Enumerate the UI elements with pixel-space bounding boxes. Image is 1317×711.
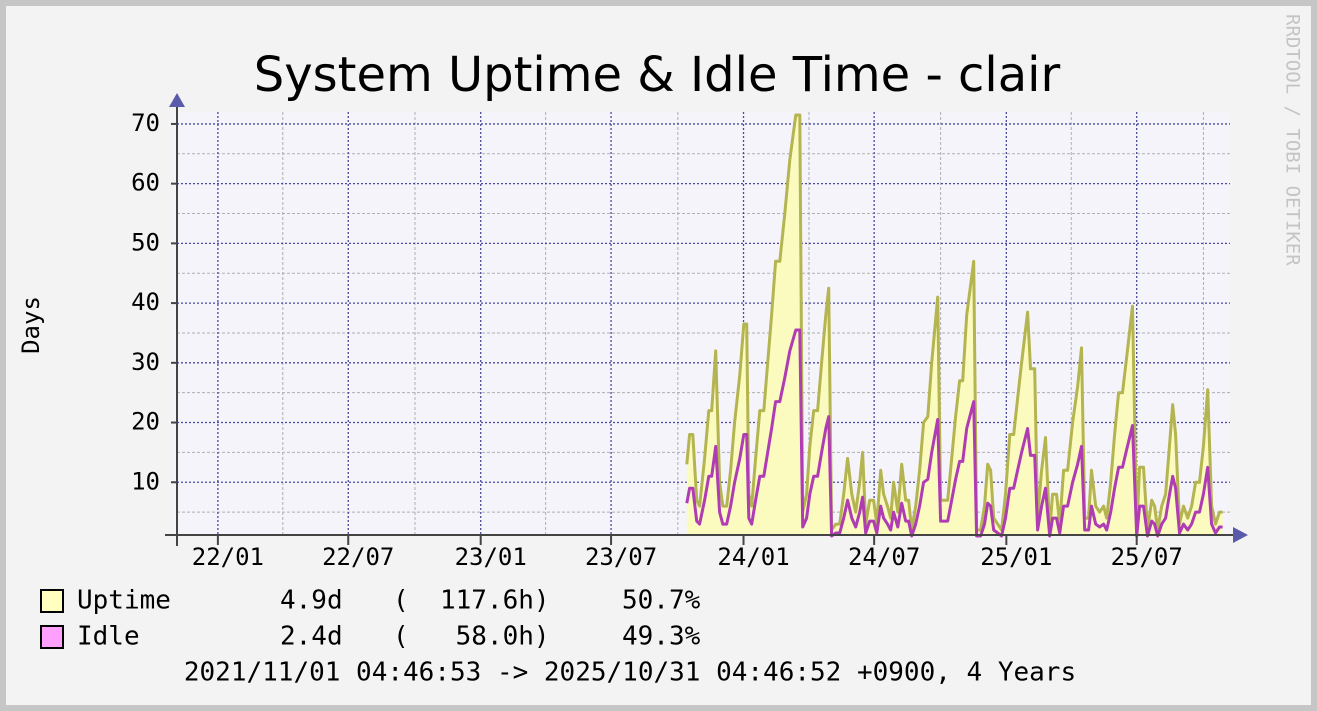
x-axis-arrow [1233, 527, 1248, 543]
y-tick-label: 50 [131, 228, 160, 256]
legend-hours: ( 58.0h) [393, 622, 550, 652]
legend-label: Uptime [77, 586, 171, 616]
legend-average: 4.9d [280, 586, 343, 616]
legend-swatch [40, 589, 64, 613]
x-tick-label: 24/07 [848, 543, 920, 571]
legend-percent: 50.7% [622, 586, 701, 616]
x-tick-label: 24/01 [717, 543, 789, 571]
y-tick-label: 10 [131, 467, 160, 495]
y-tick-label: 70 [131, 109, 160, 137]
footer: 2021/11/01 04:46:53 -> 2025/10/31 04:46:… [184, 658, 1076, 688]
plot-area [174, 112, 1230, 536]
watermark: RRDTOOL / TOBI OETIKER [1282, 14, 1304, 266]
y-tick-label: 40 [131, 288, 160, 316]
x-tick-label: 22/07 [322, 543, 394, 571]
y-tick-label: 60 [131, 169, 160, 197]
line [685, 328, 1223, 538]
legend-percent: 49.3% [622, 622, 701, 652]
legend-average: 2.4d [280, 622, 343, 652]
x-tick-label: 25/07 [1111, 543, 1183, 571]
y-tick-label: 30 [131, 348, 160, 376]
x-tick-label: 23/07 [585, 543, 657, 571]
legend-hours: ( 117.6h) [393, 586, 550, 616]
chart-title: System Uptime & Idle Time - clair [254, 47, 1061, 103]
y-tick-label: 20 [131, 408, 160, 436]
y-axis-arrow [169, 93, 185, 107]
area [686, 115, 1223, 536]
line [685, 113, 1223, 532]
x-tick-label: 25/01 [980, 543, 1052, 571]
labels: 10 20 30 40 50 60 70 22/01 22/07 23/01 23/07 24/01 2… [40, 109, 1183, 652]
x-tick-label: 22/01 [192, 543, 264, 571]
marks [685, 113, 1223, 538]
legend-label: Idle [77, 622, 140, 652]
legend-swatch [40, 625, 64, 649]
x-tick-label: 23/01 [455, 543, 527, 571]
y-axis-label: Days [17, 296, 45, 354]
